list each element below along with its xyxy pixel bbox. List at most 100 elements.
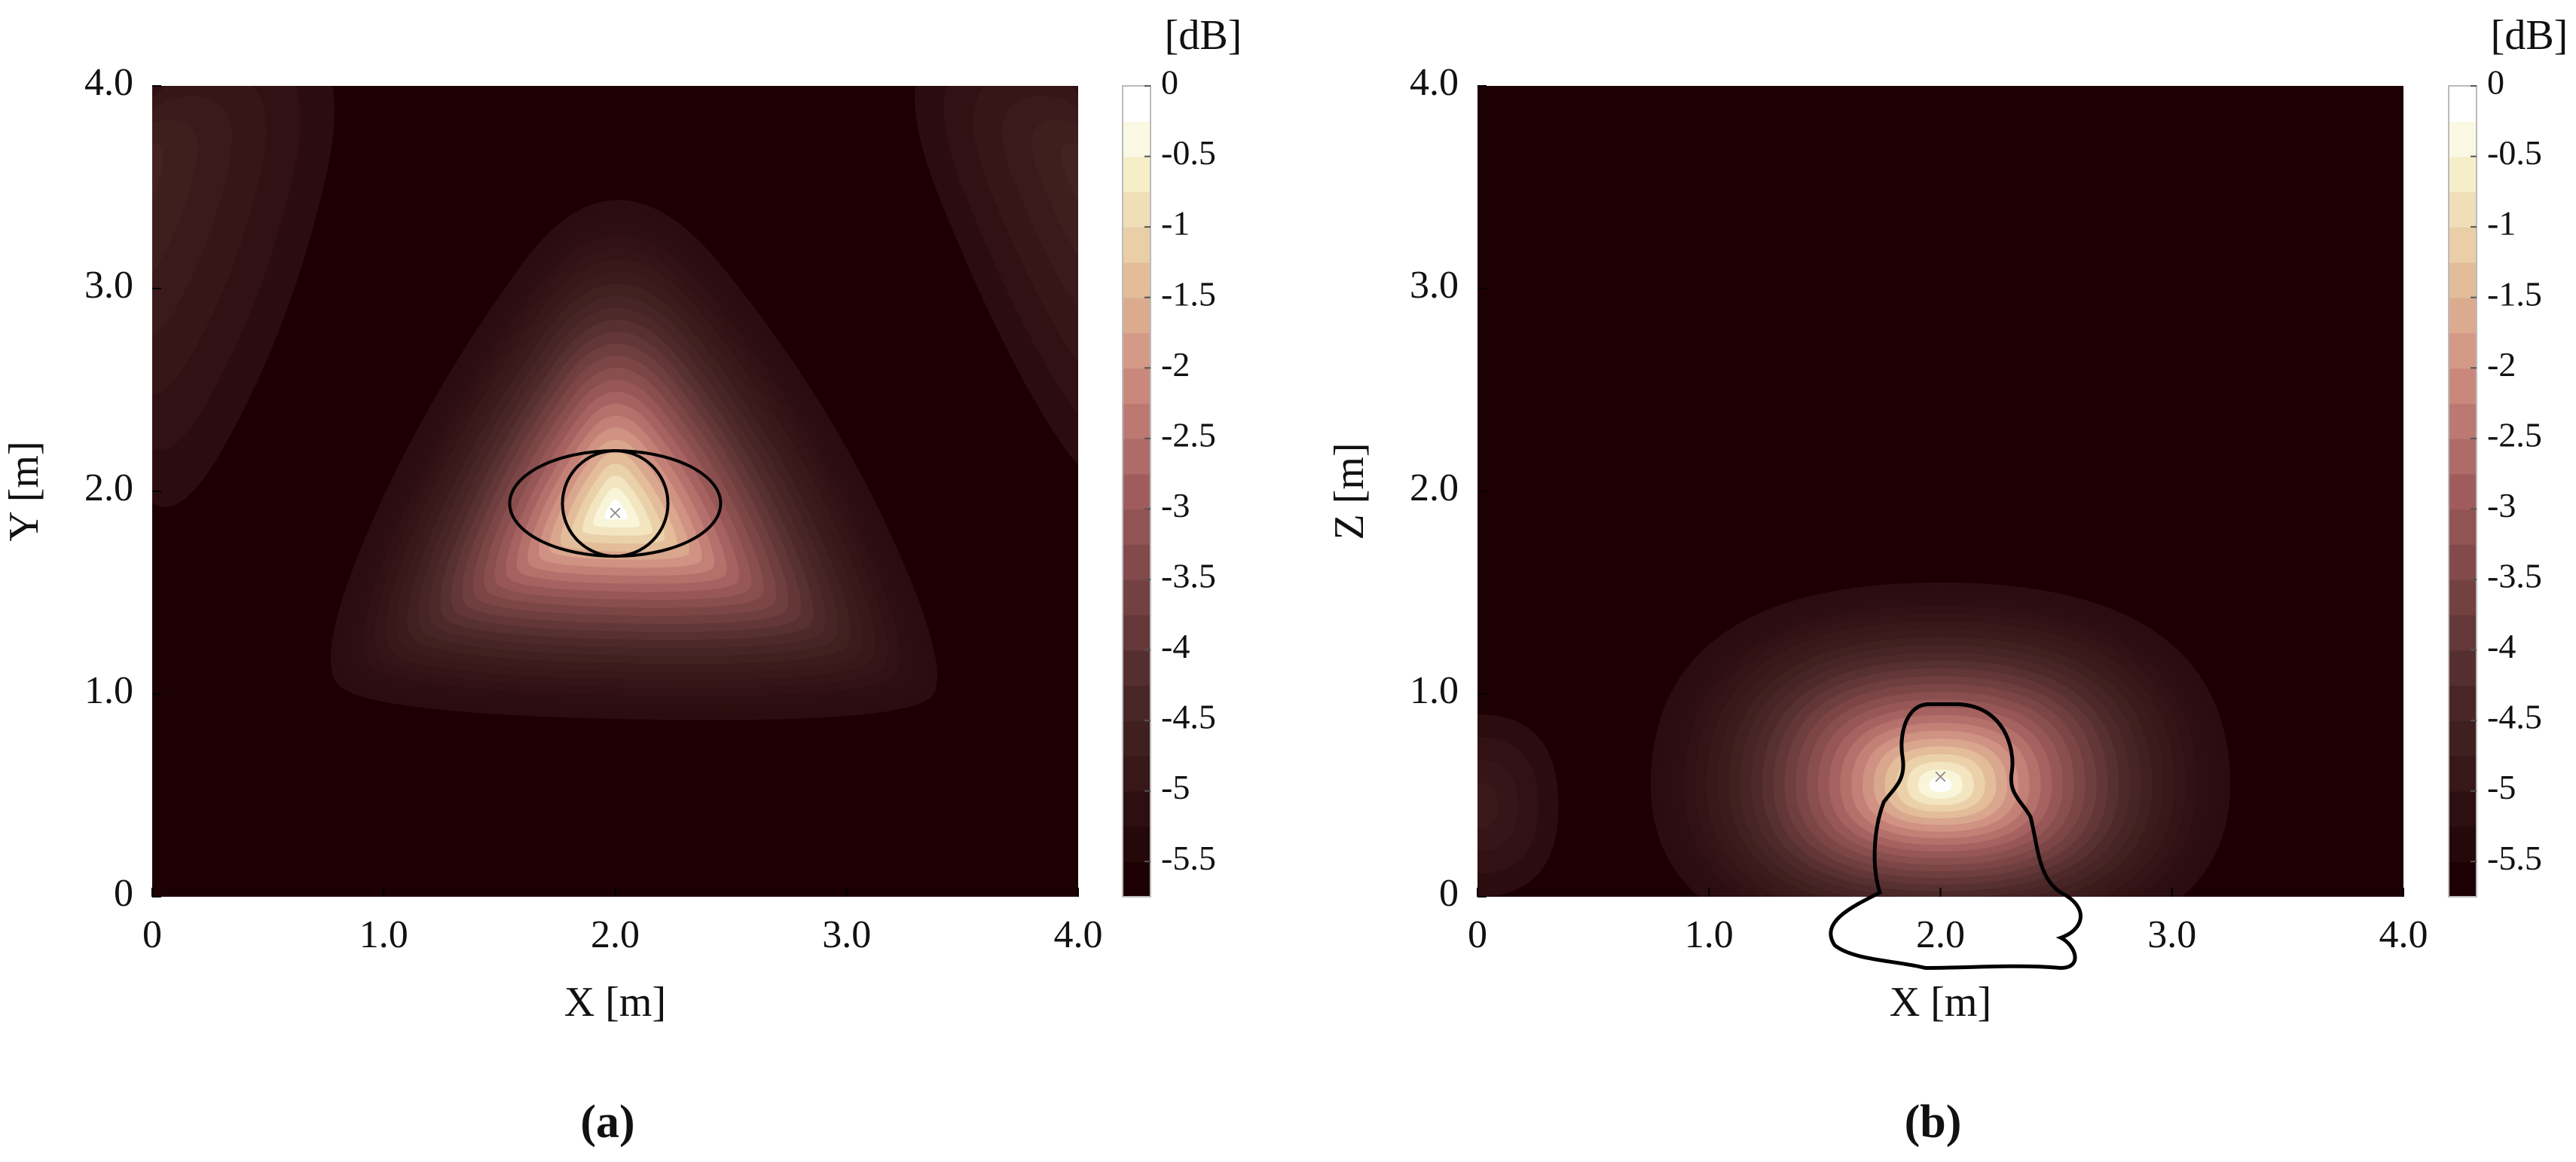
y-tick-label: 3.0 [1410, 264, 1459, 307]
colorbar-band [1123, 191, 1150, 228]
colorbar-tick-label: -2.5 [2487, 415, 2542, 454]
x-tick-label: 3.0 [822, 913, 871, 956]
colorbar-band [1123, 332, 1150, 369]
colorbar-band [1123, 614, 1150, 651]
colorbar-band [1123, 473, 1150, 510]
colorbar-tick-label: -5 [1161, 768, 1190, 806]
colorbar-band [2449, 473, 2477, 510]
colorbar-band [2449, 438, 2477, 475]
colorbar-band [2449, 579, 2477, 616]
x-tick-label: 4.0 [2379, 913, 2428, 956]
colorbar-band [2449, 826, 2477, 863]
colorbar-band [2449, 191, 2477, 228]
y-tick-label: 4.0 [84, 61, 133, 104]
field-band [1060, 143, 1078, 202]
colorbar-tick-label: -1.5 [2487, 274, 2542, 313]
field-band [152, 119, 198, 274]
field [1477, 86, 2403, 897]
colorbar-label: [dB] [1165, 12, 1242, 59]
colorbar-tick-label: -2.5 [1161, 415, 1216, 454]
colorbar-band [2449, 332, 2477, 369]
colorbar-band [2449, 368, 2477, 404]
colorbar-band [2449, 261, 2477, 298]
x-tick-label: 0 [1468, 913, 1487, 956]
colorbar-band [1123, 826, 1150, 863]
colorbar-band [2449, 614, 2477, 651]
colorbar-band [1123, 438, 1150, 475]
colorbar-tick-label: -1 [2487, 204, 2516, 243]
colorbar-band [1123, 685, 1150, 721]
y-tick-label: 4.0 [1410, 61, 1459, 104]
colorbar-tick-label: -3.5 [2487, 557, 2542, 595]
field-band [604, 499, 628, 520]
panel: × 0 1.0 2.0 3.0 4.0 0 1.0 2.0 3.0 4.0 X [m] Z [m] (b)… [1326, 12, 2568, 1148]
colorbar-band [2449, 650, 2477, 686]
colorbar-frame [2448, 85, 2477, 897]
colorbar-tick-label: -5 [2487, 768, 2516, 806]
head-outline [561, 449, 670, 558]
colorbar-label: [dB] [2491, 12, 2568, 59]
colorbar-band [1123, 121, 1150, 157]
colorbar-tick-label: -4 [2487, 627, 2516, 665]
colorbar-band [1123, 650, 1150, 686]
marker: × [608, 500, 622, 527]
field [152, 86, 1078, 897]
colorbar-band [2449, 685, 2477, 721]
colorbar-band [2449, 509, 2477, 545]
x-tick-label: 0 [142, 913, 162, 956]
colorbar-band [1123, 297, 1150, 334]
colorbar-band [2449, 156, 2477, 193]
x-tick-label: 1.0 [1685, 913, 1734, 956]
colorbar-tick-label: 0 [1161, 63, 1178, 102]
colorbar-tick-label: -2 [1161, 345, 1190, 384]
colorbar-band [1123, 720, 1150, 757]
colorbar-tick-label: -3.5 [1161, 557, 1216, 595]
colorbar-band [1123, 261, 1150, 298]
colorbar-band [2449, 720, 2477, 757]
caption: (a) [580, 1096, 634, 1148]
x-axis-label: X [m] [1890, 979, 1991, 1026]
colorbar-tick-label: -0.5 [2487, 133, 2542, 172]
colorbar-tick-label: -1.5 [1161, 274, 1216, 313]
panel: × 0 1.0 2.0 3.0 4.0 0 1.0 2.0 3.0 4.0 X [m] Y [m] (a)… [1, 12, 1242, 1148]
colorbar-tick-label: -3 [1161, 486, 1190, 524]
person-outline [1829, 702, 2082, 970]
colorbar-band [2449, 121, 2477, 157]
x-tick-label: 2.0 [591, 913, 640, 956]
y-tick-label: 0 [114, 872, 133, 915]
field-band [152, 143, 163, 199]
colorbar-frame [1122, 85, 1151, 897]
colorbar-band [2449, 790, 2477, 827]
colorbar-band [1123, 403, 1150, 439]
colorbar-band [1123, 156, 1150, 193]
y-tick-label: 1.0 [1410, 669, 1459, 712]
colorbar-band [1123, 368, 1150, 404]
marker: × [1933, 763, 1948, 791]
field-band [1929, 777, 1952, 792]
colorbar-band [2449, 86, 2477, 122]
colorbar-band [1123, 790, 1150, 827]
colorbar-band [1123, 755, 1150, 792]
y-tick-label: 2.0 [84, 466, 133, 509]
x-tick-label: 2.0 [1916, 913, 1965, 956]
x-tick-label: 3.0 [2147, 913, 2196, 956]
colorbar-band [2449, 861, 2477, 897]
x-axis-label: X [m] [564, 979, 666, 1026]
colorbar-band [1123, 544, 1150, 580]
y-tick-label: 3.0 [84, 264, 133, 307]
colorbar-band [2449, 544, 2477, 580]
y-tick-label: 1.0 [84, 669, 133, 712]
colorbar-tick-label: -4 [1161, 627, 1190, 665]
colorbar-band [2449, 227, 2477, 263]
y-tick-label: 0 [1439, 872, 1459, 915]
colorbar-band [1123, 509, 1150, 545]
colorbar-tick-label: -5.5 [1161, 839, 1216, 877]
colorbar-tick-label: -0.5 [1161, 133, 1216, 172]
colorbar-band [1123, 227, 1150, 263]
colorbar-band [2449, 755, 2477, 792]
colorbar-tick-label: -3 [2487, 486, 2516, 524]
colorbar-band [1123, 86, 1150, 122]
colorbar-tick-label: 0 [2487, 63, 2504, 102]
colorbar-band [1123, 579, 1150, 616]
field-band [1477, 760, 1518, 852]
